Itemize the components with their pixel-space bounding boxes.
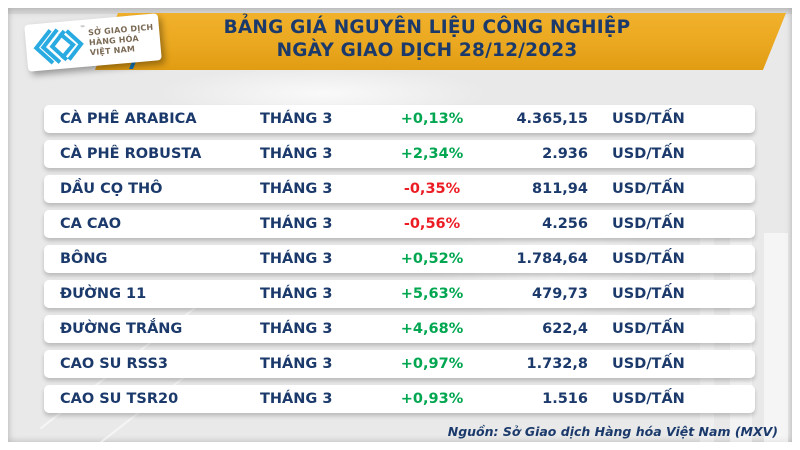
price-value: 811,94 [532, 181, 588, 197]
price-unit: USD/TẤN [612, 391, 685, 407]
commodity-name: DẦU CỌ THÔ [60, 181, 163, 197]
price-value: 1.732,8 [526, 356, 588, 372]
price-unit: USD/TẤN [612, 286, 685, 302]
price-value: 4.365,15 [516, 111, 588, 127]
commodity-name: CA CAO [60, 216, 122, 232]
table-row: CÀ PHÊ ROBUSTA THÁNG 3 +2,34% 2.936 USD/… [44, 140, 755, 168]
contract-month: THÁNG 3 [260, 391, 333, 407]
commodity-name: CAO SU TSR20 [60, 391, 179, 407]
table-row: DẦU CỌ THÔ THÁNG 3 -0,35% 811,94 USD/TẤN [44, 175, 755, 203]
price-unit: USD/TẤN [612, 356, 685, 372]
table-row: CAO SU TSR20 THÁNG 3 +0,93% 1.516 USD/TẤ… [44, 385, 755, 413]
contract-month: THÁNG 3 [260, 321, 333, 337]
commodity-name: CÀ PHÊ ROBUSTA [60, 146, 202, 162]
price-unit: USD/TẤN [612, 321, 685, 337]
content-area: BẢNG GIÁ NGUYÊN LIỆU CÔNG NGHIỆP NGÀY GI… [8, 8, 792, 442]
background-strip [764, 233, 788, 442]
price-change: +4,68% [400, 321, 464, 337]
price-unit: USD/TẤN [612, 251, 685, 267]
commodity-name: CAO SU RSS3 [60, 356, 168, 372]
price-change: -0,56% [403, 216, 461, 232]
price-change: +0,97% [400, 356, 464, 372]
page-title-line2: NGÀY GIAO DỊCH 28/12/2023 [276, 40, 578, 61]
table-row: CA CAO THÁNG 3 -0,56% 4.256 USD/TẤN [44, 210, 755, 238]
mxv-org-name: SỞ GIAO DỊCH HÀNG HÓA VIỆT NAM [88, 22, 156, 58]
table-row: BÔNG THÁNG 3 +0,52% 1.784,64 USD/TẤN [44, 245, 755, 273]
commodity-name: CÀ PHÊ ARABICA [60, 111, 197, 127]
price-change: +0,13% [400, 111, 464, 127]
trademark-symbol: ™ [79, 24, 86, 32]
price-value: 1.516 [542, 391, 588, 407]
price-value: 622,4 [542, 321, 588, 337]
contract-month: THÁNG 3 [260, 216, 333, 232]
price-change: +0,93% [400, 391, 464, 407]
price-unit: USD/TẤN [612, 111, 685, 127]
price-table: CÀ PHÊ ARABICA THÁNG 3 +0,13% 4.365,15 U… [44, 105, 755, 420]
contract-month: THÁNG 3 [260, 181, 333, 197]
source-credit: Nguồn: Sở Giao dịch Hàng hóa Việt Nam (M… [447, 424, 778, 439]
mxv-logo-card: ™ SỞ GIAO DỊCH HÀNG HÓA VIỆT NAM [24, 13, 162, 72]
table-row: CÀ PHÊ ARABICA THÁNG 3 +0,13% 4.365,15 U… [44, 105, 755, 133]
price-value: 2.936 [542, 146, 588, 162]
contract-month: THÁNG 3 [260, 356, 333, 372]
contract-month: THÁNG 3 [260, 251, 333, 267]
contract-month: THÁNG 3 [260, 146, 333, 162]
commodity-name: ĐƯỜNG 11 [60, 286, 147, 302]
price-change: -0,35% [403, 181, 461, 197]
contract-month: THÁNG 3 [260, 111, 333, 127]
price-change: +2,34% [400, 146, 464, 162]
table-row: ĐƯỜNG TRẮNG THÁNG 3 +4,68% 622,4 USD/TẤN [44, 315, 755, 343]
price-unit: USD/TẤN [612, 216, 685, 232]
page-title-line1: BẢNG GIÁ NGUYÊN LIỆU CÔNG NGHIỆP [223, 17, 631, 38]
price-unit: USD/TẤN [612, 181, 685, 197]
price-change: +5,63% [400, 286, 464, 302]
price-unit: USD/TẤN [612, 146, 685, 162]
price-value: 1.784,64 [516, 251, 588, 267]
table-row: ĐƯỜNG 11 THÁNG 3 +5,63% 479,73 USD/TẤN [44, 280, 755, 308]
price-value: 479,73 [532, 286, 588, 302]
price-change: +0,52% [400, 251, 464, 267]
commodity-name: ĐƯỜNG TRẮNG [60, 321, 183, 337]
mxv-chevron-logo-icon: ™ [30, 24, 87, 67]
contract-month: THÁNG 3 [260, 286, 333, 302]
page-title: BẢNG GIÁ NGUYÊN LIỆU CÔNG NGHIỆP NGÀY GI… [97, 16, 757, 68]
table-row: CAO SU RSS3 THÁNG 3 +0,97% 1.732,8 USD/T… [44, 350, 755, 378]
commodity-name: BÔNG [60, 251, 108, 267]
price-value: 4.256 [542, 216, 588, 232]
